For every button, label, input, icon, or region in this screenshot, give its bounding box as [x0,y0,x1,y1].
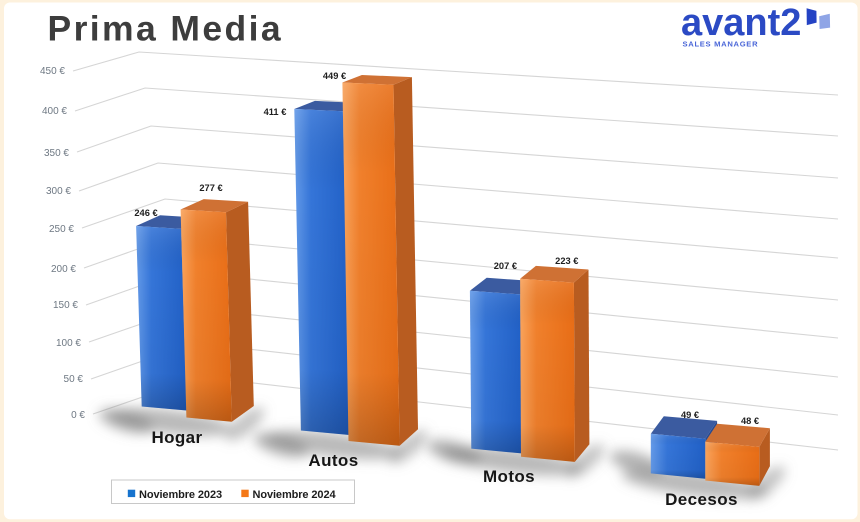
svg-text:449 €: 449 € [323,71,346,81]
svg-text:avant2: avant2 [681,2,801,44]
svg-text:50 €: 50 € [64,374,84,385]
svg-text:250 €: 250 € [49,224,74,235]
svg-text:Hogar: Hogar [151,428,202,447]
svg-text:450 €: 450 € [40,66,65,77]
svg-text:300 €: 300 € [46,186,71,197]
svg-text:Motos: Motos [483,467,535,486]
svg-text:207 €: 207 € [494,261,517,271]
svg-text:400 €: 400 € [42,106,67,117]
svg-text:277 €: 277 € [199,183,222,193]
svg-text:48 €: 48 € [741,416,759,426]
svg-text:Decesos: Decesos [665,490,738,509]
svg-text:350 €: 350 € [44,148,69,159]
svg-text:100 €: 100 € [56,338,81,349]
svg-text:Noviembre 2023: Noviembre 2023 [139,489,222,501]
svg-text:0 €: 0 € [71,410,85,421]
svg-text:Prima Media: Prima Media [48,9,284,49]
svg-text:SALES MANAGER: SALES MANAGER [683,40,759,49]
svg-text:Noviembre 2024: Noviembre 2024 [253,489,337,501]
svg-text:246 €: 246 € [134,208,157,218]
svg-text:200 €: 200 € [51,264,76,275]
svg-text:223 €: 223 € [555,256,578,266]
svg-text:Autos: Autos [308,451,358,470]
svg-text:150 €: 150 € [53,300,78,311]
svg-text:49 €: 49 € [681,410,699,420]
svg-text:411 €: 411 € [264,107,287,117]
